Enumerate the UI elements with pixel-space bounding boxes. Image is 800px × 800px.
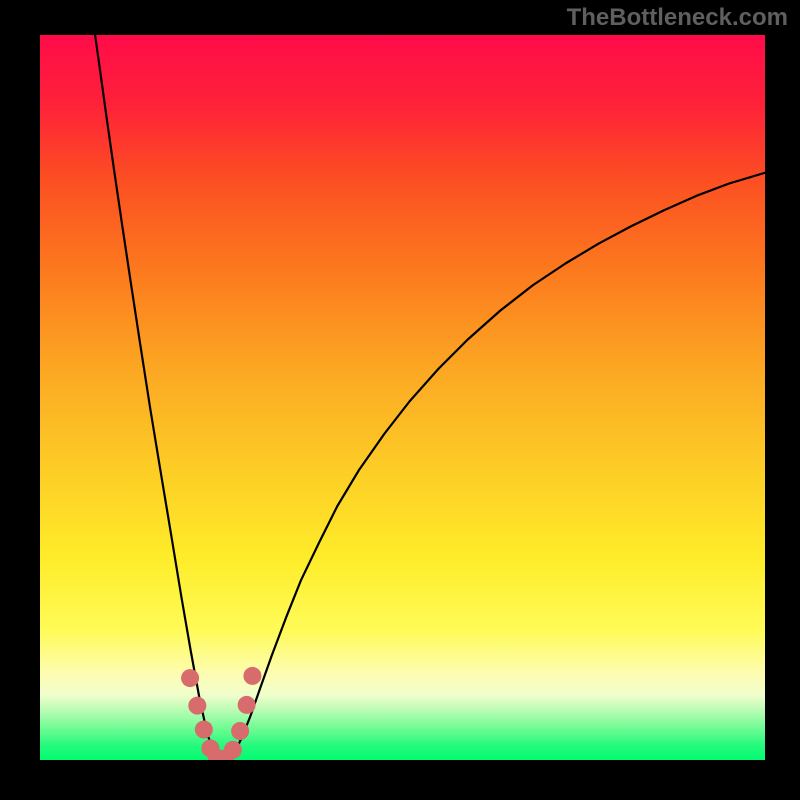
valley-marker xyxy=(238,696,256,714)
valley-marker xyxy=(224,741,242,759)
valley-marker xyxy=(181,669,199,687)
valley-marker xyxy=(243,667,261,685)
plot-svg xyxy=(40,35,765,760)
valley-marker xyxy=(231,722,249,740)
plot-area xyxy=(40,35,765,760)
chart-root: TheBottleneck.com xyxy=(0,0,800,800)
watermark-text: TheBottleneck.com xyxy=(567,4,788,32)
valley-marker xyxy=(195,721,213,739)
valley-marker xyxy=(188,697,206,715)
